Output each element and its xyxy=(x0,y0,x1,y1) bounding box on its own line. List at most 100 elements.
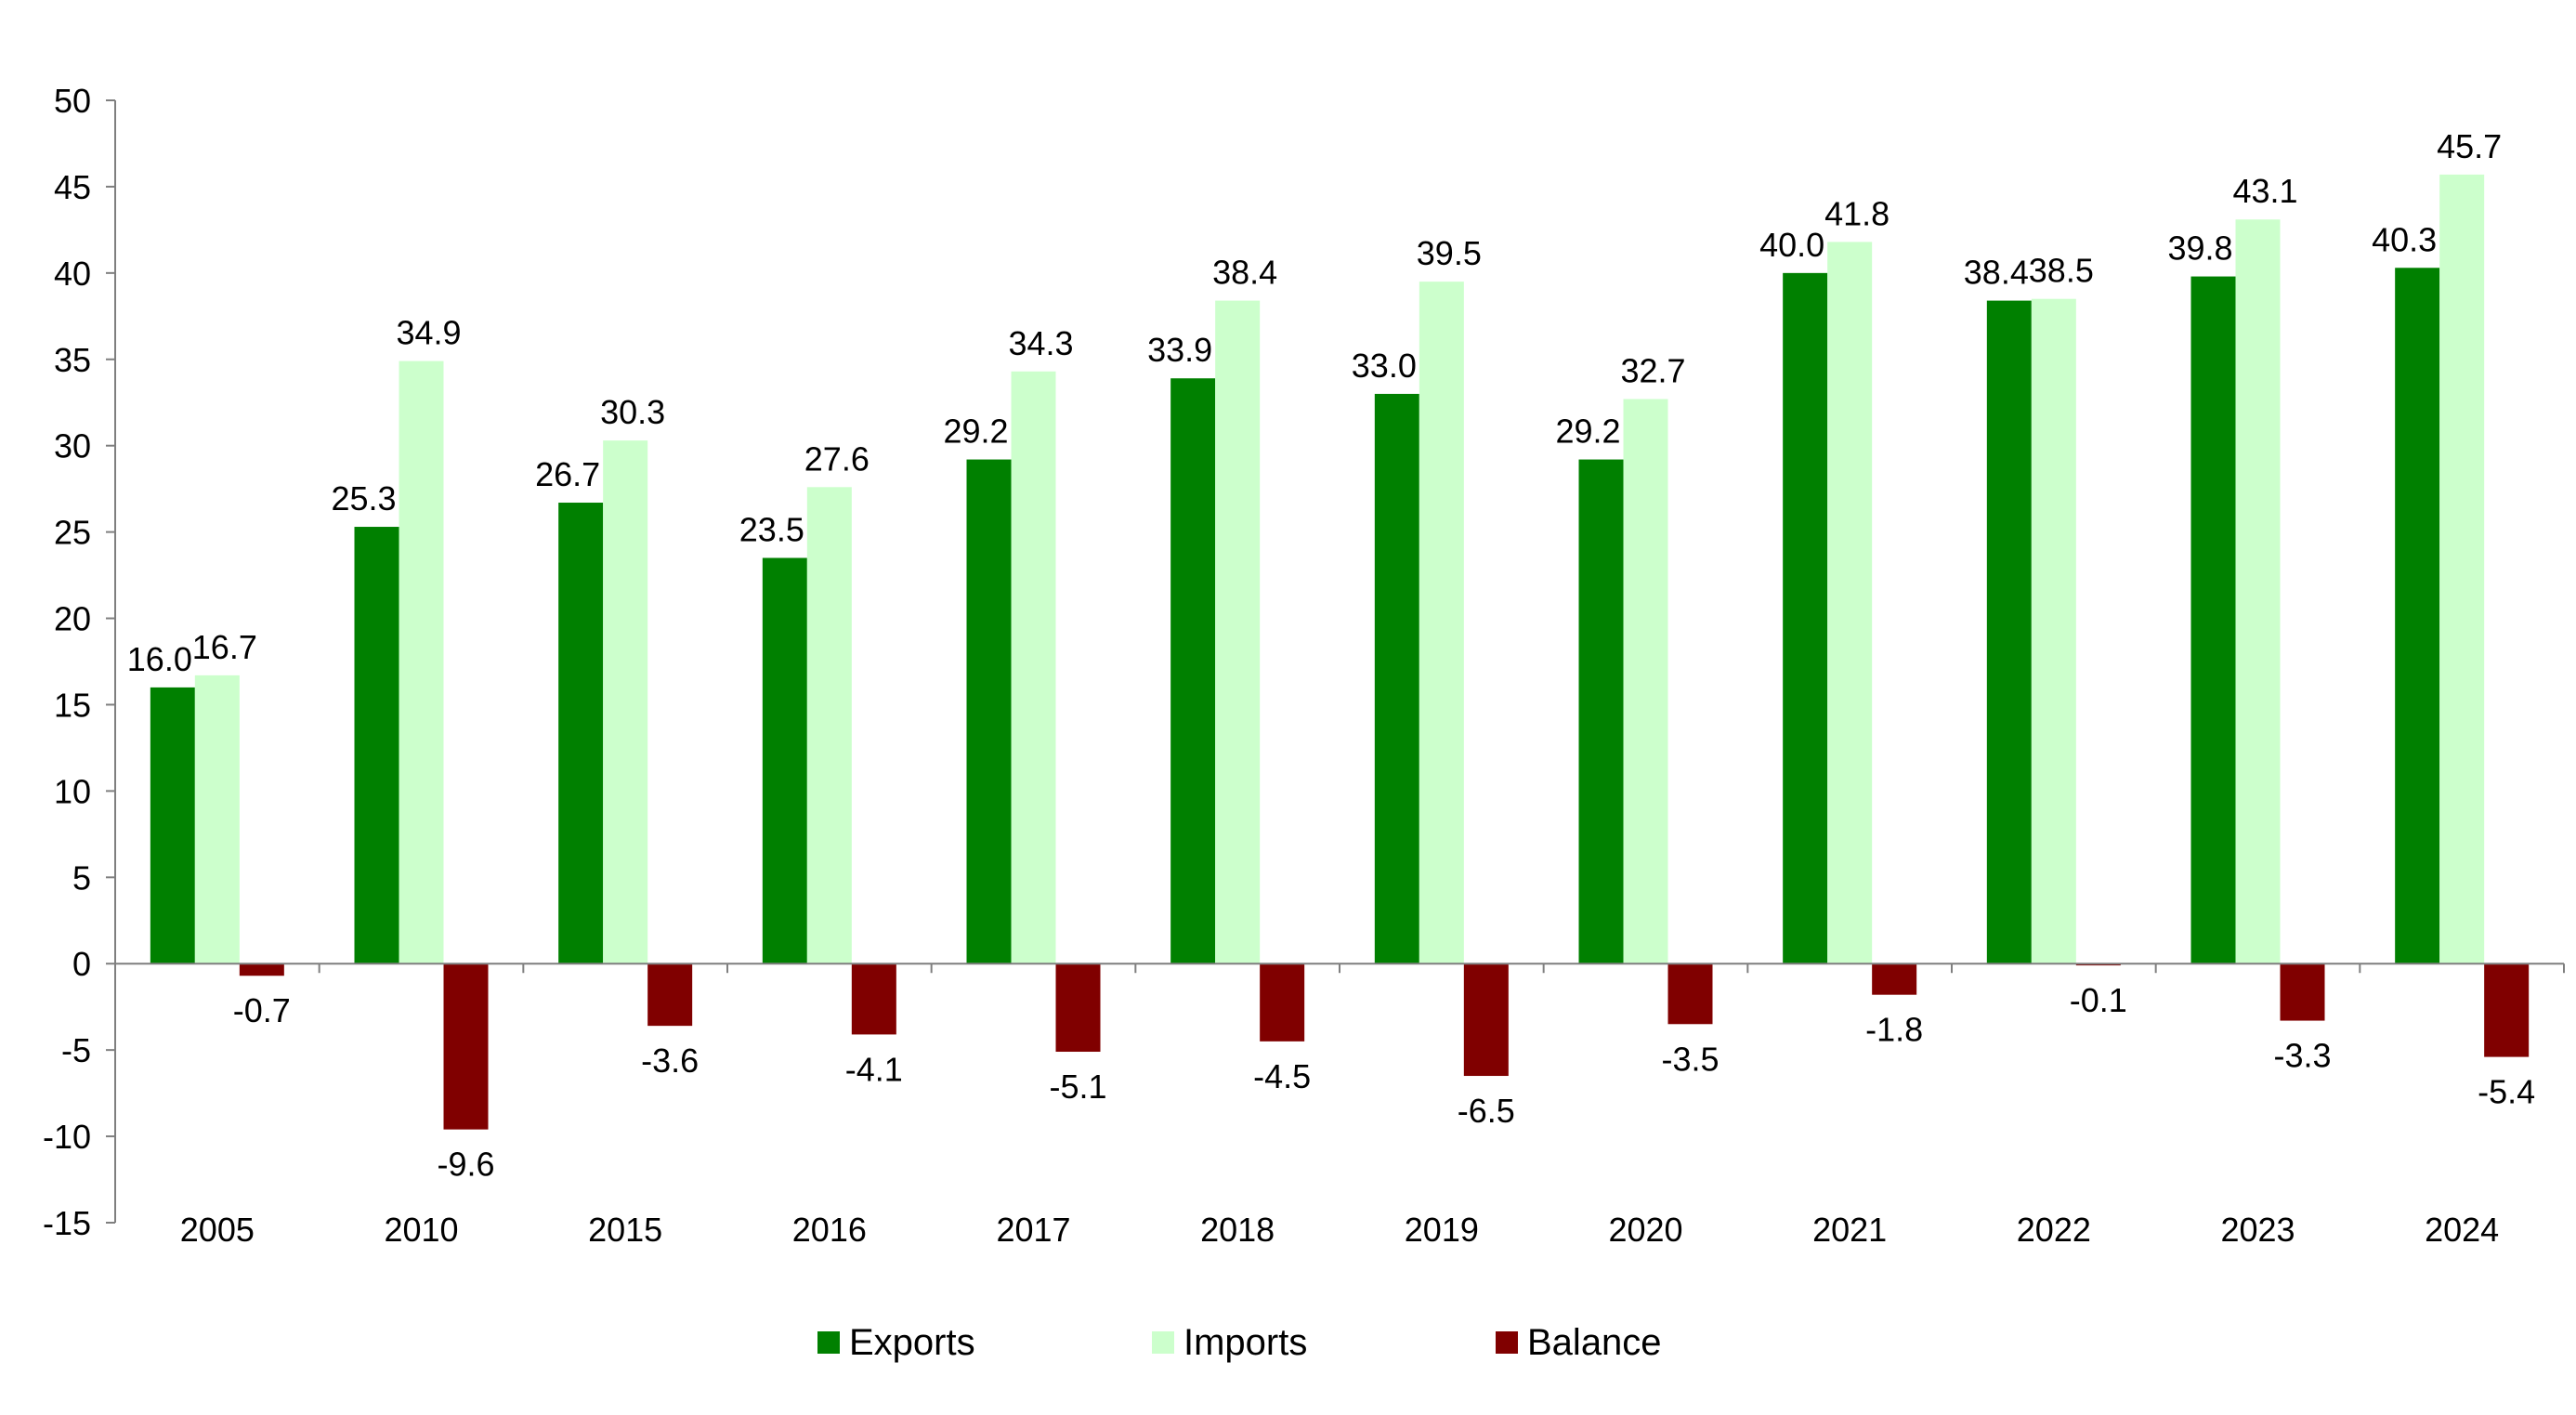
legend-item-imports: Imports xyxy=(1152,1310,1307,1375)
x-tick-label: 2015 xyxy=(588,1211,662,1249)
y-tick-label: 40 xyxy=(54,255,91,293)
bars xyxy=(150,174,2530,1130)
y-tick-label: 20 xyxy=(54,600,91,638)
data-label-imports: 43.1 xyxy=(2232,172,2297,210)
data-label-exports: 23.5 xyxy=(739,510,804,548)
bar-imports xyxy=(2235,219,2281,964)
bar-exports xyxy=(1578,459,1624,964)
bar-balance xyxy=(2280,963,2325,1021)
data-label-exports: 29.2 xyxy=(943,413,1008,451)
data-label-exports: 40.3 xyxy=(2372,220,2437,258)
data-label-exports: 33.9 xyxy=(1147,331,1212,369)
legend-swatch-exports xyxy=(817,1331,840,1354)
bar-balance xyxy=(1667,963,1713,1025)
bar-balance xyxy=(2484,963,2530,1057)
bar-exports xyxy=(1170,378,1216,964)
data-label-exports: 16.0 xyxy=(127,640,192,678)
data-label-balance: -4.5 xyxy=(1253,1057,1311,1095)
bar-balance xyxy=(647,963,693,1027)
data-label-balance: -6.5 xyxy=(1458,1092,1515,1130)
bar-exports xyxy=(2190,276,2236,964)
data-label-imports: 39.5 xyxy=(1417,234,1482,272)
bar-imports xyxy=(1011,371,1056,964)
x-tick-label: 2010 xyxy=(384,1211,458,1249)
x-tick-label: 2017 xyxy=(996,1211,1070,1249)
data-label-balance: -9.6 xyxy=(437,1146,494,1184)
legend-label-exports: Exports xyxy=(849,1321,975,1363)
data-label-balance: -5.4 xyxy=(2478,1073,2535,1111)
data-label-imports: 38.5 xyxy=(2029,252,2094,290)
bar-exports xyxy=(1374,393,1419,964)
y-tick-label: 35 xyxy=(54,341,91,379)
bar-balance xyxy=(1872,963,1917,995)
data-label-imports: 45.7 xyxy=(2437,127,2502,165)
bar-imports xyxy=(1623,399,1668,964)
bar-imports xyxy=(2031,298,2076,964)
data-label-imports: 34.3 xyxy=(1008,324,1073,362)
data-label-balance: -1.8 xyxy=(1865,1011,1923,1049)
data-label-balance: -3.5 xyxy=(1661,1040,1719,1078)
data-label-imports: 41.8 xyxy=(1824,194,1890,232)
x-tick-label: 2022 xyxy=(2017,1211,2091,1249)
x-tick-label: 2016 xyxy=(792,1211,867,1249)
bar-imports xyxy=(1827,242,1873,964)
bar-balance xyxy=(239,963,284,976)
data-label-imports: 16.7 xyxy=(192,628,257,666)
data-label-balance: -4.1 xyxy=(845,1050,903,1088)
data-label-exports: 25.3 xyxy=(331,479,396,518)
data-label-imports: 27.6 xyxy=(804,439,870,478)
data-label-imports: 38.4 xyxy=(1212,254,1277,292)
bar-balance xyxy=(1055,963,1101,1053)
y-tick-label: 50 xyxy=(54,82,91,120)
x-tick-label: 2021 xyxy=(1812,1211,1887,1249)
y-tick-label: 5 xyxy=(72,858,91,897)
data-label-exports: 29.2 xyxy=(1555,413,1620,451)
data-label-imports: 32.7 xyxy=(1620,352,1685,390)
bar-exports xyxy=(1783,272,1828,964)
data-label-balance: -0.1 xyxy=(2070,981,2127,1019)
legend-label-imports: Imports xyxy=(1183,1321,1308,1363)
legend: Exports Imports Balance xyxy=(0,1310,2576,1375)
bar-balance xyxy=(1463,963,1509,1077)
bar-exports xyxy=(150,687,195,964)
y-tick-label: 30 xyxy=(54,427,91,465)
data-label-exports: 33.0 xyxy=(1352,347,1417,385)
x-tick-label: 2020 xyxy=(1608,1211,1682,1249)
data-label-exports: 38.4 xyxy=(1964,254,2029,292)
data-label-imports: 34.9 xyxy=(396,314,461,352)
bar-exports xyxy=(2395,268,2440,964)
data-label-exports: 39.8 xyxy=(2167,229,2232,268)
y-tick-label: 25 xyxy=(54,514,91,552)
bar-balance xyxy=(443,963,489,1130)
y-tick-label: 15 xyxy=(54,686,91,724)
legend-item-exports: Exports xyxy=(817,1310,975,1375)
x-tick-label: 2023 xyxy=(2220,1211,2295,1249)
legend-item-balance: Balance xyxy=(1496,1310,1662,1375)
data-label-balance: -0.7 xyxy=(233,991,291,1029)
data-label-balance: -3.3 xyxy=(2273,1037,2331,1075)
y-tick-label: -5 xyxy=(61,1031,91,1069)
bar-exports xyxy=(1986,300,2032,964)
y-tick-label: 45 xyxy=(54,168,91,206)
y-tick-label: -15 xyxy=(43,1204,91,1242)
bar-exports xyxy=(966,459,1012,964)
legend-swatch-imports xyxy=(1152,1331,1174,1354)
data-labels: 16.0 25.3 26.7 23.5 29.2 33.9 33.0 29.2 40.0 38.4… xyxy=(127,127,2535,1184)
bar-imports xyxy=(806,487,852,964)
bar-imports xyxy=(194,675,240,964)
data-label-balance: -3.6 xyxy=(641,1042,699,1080)
y-tick-label: -10 xyxy=(43,1118,91,1156)
x-tick-label: 2019 xyxy=(1405,1211,1479,1249)
bar-exports xyxy=(558,503,604,964)
data-label-exports: 26.7 xyxy=(535,455,600,493)
bar-imports xyxy=(603,440,648,964)
bar-balance xyxy=(851,963,896,1035)
legend-label-balance: Balance xyxy=(1527,1321,1662,1363)
data-label-exports: 40.0 xyxy=(1759,226,1824,264)
y-tick-label: 10 xyxy=(54,772,91,810)
x-axis: 2005 2010 2015 2016 2017 2018 2019 2020 2021 2022… xyxy=(114,963,2565,1249)
bar-imports xyxy=(1215,300,1261,964)
